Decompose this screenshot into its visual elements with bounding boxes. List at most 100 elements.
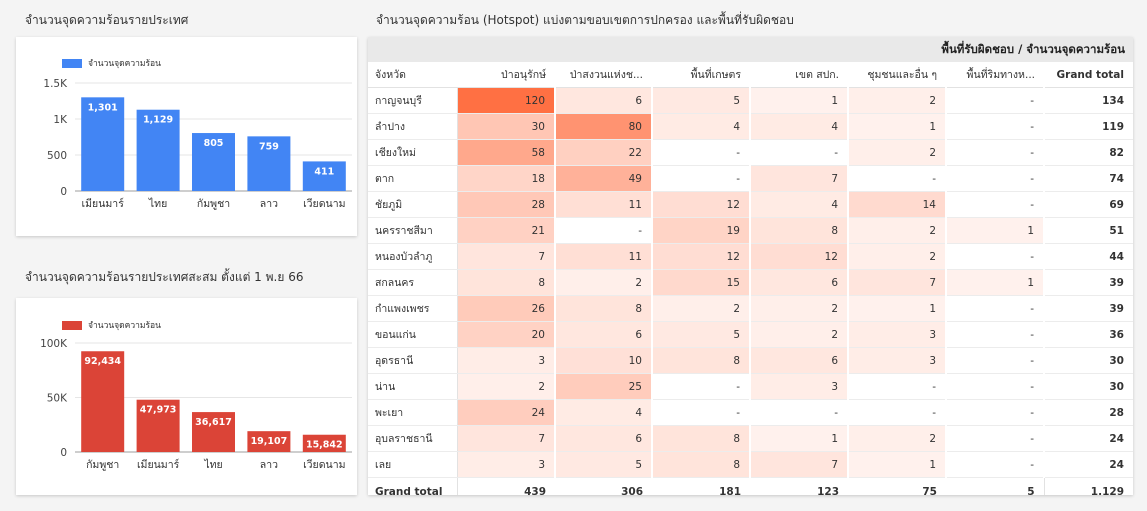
x-category-label: ไทย [148,197,167,210]
table-row[interactable]: สกลนคร 8 2 15 6 7 1 39 [368,269,1133,296]
bar[interactable] [302,434,346,452]
value-cell: 7 [457,425,556,452]
table-row[interactable]: อุบลราชธานี 7 6 8 1 2-24 [368,425,1133,452]
grand-total-cell: 82 [1043,139,1133,166]
table-row[interactable]: อุดรธานี 3 10 8 6 3-30 [368,347,1133,374]
column-header[interactable]: พื้นที่ริมทางห... [946,62,1044,88]
cumulative-chart: 0 50K 100K 92,434 กัมพูชา 47,973 เมียนมาร์ 36,6… [40,338,352,471]
value-cell: 8 [652,347,751,374]
column-header[interactable]: พื้นที่เกษตร [652,62,750,88]
value-cell: - [946,399,1045,426]
table-row[interactable]: นครราชสีมา 21-19 8 2 1 51 [368,217,1133,244]
chart2-legend[interactable]: จำนวนจุดความร้อน [62,318,161,332]
bar[interactable] [302,161,346,191]
bar[interactable] [247,431,291,452]
value-cell: 1 [848,113,947,140]
column-header-grand-total[interactable]: Grand total [1044,62,1133,88]
bar[interactable] [81,351,125,452]
table-row[interactable]: ตาก 18 49-7- -74 [368,165,1133,192]
bar[interactable] [136,109,180,191]
value-cell: - [652,399,751,426]
hotspot-pivot-table: จังหวัด ป่าอนุรักษ์ ป่าสงวนแห่งช... พื้นที่… [368,62,1133,495]
value-cell: 1 [848,295,947,322]
column-total-cell: 123 [750,477,848,495]
value-cell: 5 [652,321,751,348]
value-cell: 12 [652,243,751,270]
table-row[interactable]: ลำปาง 30 80 4 4 1-119 [368,113,1133,140]
y-tick-label: 1.5K [43,78,68,90]
table-row[interactable]: กำแพงเพชร 26 8 2 2 1-39 [368,295,1133,322]
value-cell: 8 [652,425,751,452]
grand-total-cell: 119 [1043,113,1133,140]
value-cell: - [750,139,849,166]
value-cell: 30 [457,113,556,140]
table-row[interactable]: หนองบัวลำภู 7 11 12 12 2-44 [368,243,1133,270]
value-cell: 1 [750,87,849,114]
province-cell: ชัยภูมิ [368,191,458,218]
bar[interactable] [247,136,291,191]
table-row[interactable]: น่าน 2 25-3- -30 [368,373,1133,400]
column-header[interactable]: ป่าสงวนแห่งช... [555,62,652,88]
value-cell: 26 [457,295,556,322]
value-cell: 14 [848,191,947,218]
x-category-label: เมียนมาร์ [82,197,125,210]
value-cell: - [946,165,1045,192]
table-row[interactable]: เลย 3 5 8 7 1-24 [368,451,1133,478]
country-hotspots-card: จำนวนจุดความร้อน 0 500 1K 1.5K 1,301 เมียนมาร… [16,37,357,236]
value-cell: 8 [457,269,556,296]
table-row[interactable]: เชียงใหม่ 58 22- -2-82 [368,139,1133,166]
column-header[interactable]: ชุมชนและอื่น ๆ [848,62,946,88]
grand-total-row: Grand total 439 306 181 123 75 5 1,129 [368,477,1133,495]
province-cell: เชียงใหม่ [368,139,458,166]
province-cell: กาญจนบุรี [368,87,458,114]
value-cell: 1 [750,425,849,452]
province-cell: พะเยา [368,399,458,426]
value-cell: - [946,425,1045,452]
column-total-cell: 306 [555,477,652,495]
hotspot-pivot-table-card: พื้นที่รับผิดชอบ / จำนวนจุดความร้อน จังห… [368,37,1133,495]
x-category-label: ลาว [260,459,278,471]
value-cell: 7 [750,451,849,478]
province-cell: ลำปาง [368,113,458,140]
grand-total-cell: 74 [1043,165,1133,192]
table-row[interactable]: พะเยา 24 4- - - -28 [368,399,1133,426]
value-cell: 4 [750,191,849,218]
column-header-province[interactable]: จังหวัด [368,62,457,88]
province-cell: สกลนคร [368,269,458,296]
column-header[interactable]: เขต สปก. [750,62,848,88]
x-category-label: เวียดนาม [303,458,345,471]
value-cell: - [848,399,947,426]
bar-value-label: 92,434 [84,356,121,367]
bar-value-label: 15,842 [306,440,343,451]
value-cell: 19 [652,217,751,244]
bar[interactable] [136,399,180,452]
chart1-legend[interactable]: จำนวนจุดความร้อน [62,56,161,70]
value-cell: - [946,87,1045,114]
table-row[interactable]: ขอนแก่น 20 6 5 2 3-36 [368,321,1133,348]
value-cell: 7 [750,165,849,192]
value-cell: 2 [750,295,849,322]
bar[interactable] [192,412,235,452]
cumulative-title: จำนวนจุดความร้อนรายประเทศสะสม ตั้งแต่ 1 … [25,270,304,284]
value-cell: 5 [652,87,751,114]
legend-swatch [62,320,82,330]
value-cell: 2 [848,217,947,244]
value-cell: 2 [652,295,751,322]
value-cell: 58 [457,139,556,166]
grand-total-cell: 30 [1043,373,1133,400]
bar[interactable] [192,133,235,191]
table-header-row: จังหวัด ป่าอนุรักษ์ ป่าสงวนแห่งช... พื้นที่… [368,62,1133,88]
table-row[interactable]: ชัยภูมิ 28 11 12 4 14-69 [368,191,1133,218]
bar[interactable] [81,97,125,191]
province-cell: ตาก [368,165,458,192]
province-cell: กำแพงเพชร [368,295,458,322]
value-cell: 5 [555,451,653,478]
table-row[interactable]: กาญจนบุรี 120 6 5 1 2-134 [368,87,1133,114]
value-cell: 6 [555,321,653,348]
value-cell: 6 [750,269,849,296]
value-cell: 4 [555,399,653,426]
column-header[interactable]: ป่าอนุรักษ์ [457,62,555,88]
y-tick-label: 100K [40,338,68,350]
value-cell: - [946,139,1045,166]
value-cell: 4 [652,113,751,140]
